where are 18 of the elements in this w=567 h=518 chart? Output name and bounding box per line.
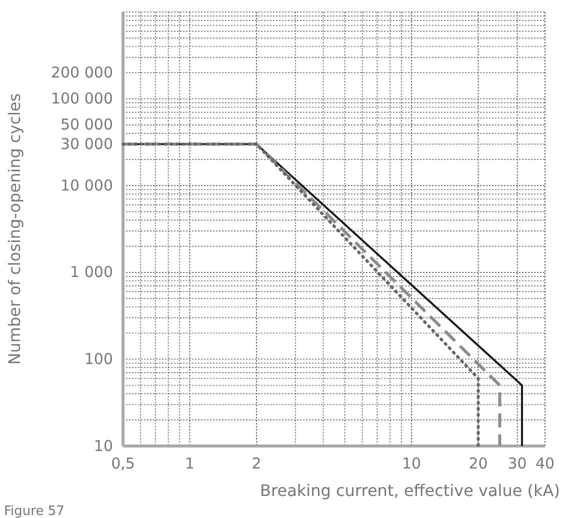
x-tick-label: 30 <box>508 454 527 473</box>
y-tick-label: 50 000 <box>60 116 113 134</box>
caption: Figure 57 <box>4 504 64 518</box>
y-tick-label: 10 <box>94 436 113 455</box>
y-axis-title: Number of closing-opening cycles <box>5 93 24 365</box>
x-tick-label: 0,5 <box>111 454 135 473</box>
x-tick-label: 1 <box>184 454 195 473</box>
x-tick-label: 10 <box>402 454 422 473</box>
y-tick-label: 100 <box>84 350 113 368</box>
y-tick-label: 100 000 <box>50 90 113 108</box>
y-tick-label: 1 000 <box>70 263 113 282</box>
y-tick-label: 200 000 <box>50 63 113 82</box>
x-tick-label: 2 <box>252 454 262 473</box>
x-axis-title: Breaking current, effective value (kA) <box>260 481 560 500</box>
y-tick-label: 30 000 <box>60 134 113 153</box>
x-tick-label: 20 <box>468 454 488 473</box>
x-tick-label: 40 <box>535 454 555 473</box>
y-tick-label: 10 000 <box>60 176 113 194</box>
